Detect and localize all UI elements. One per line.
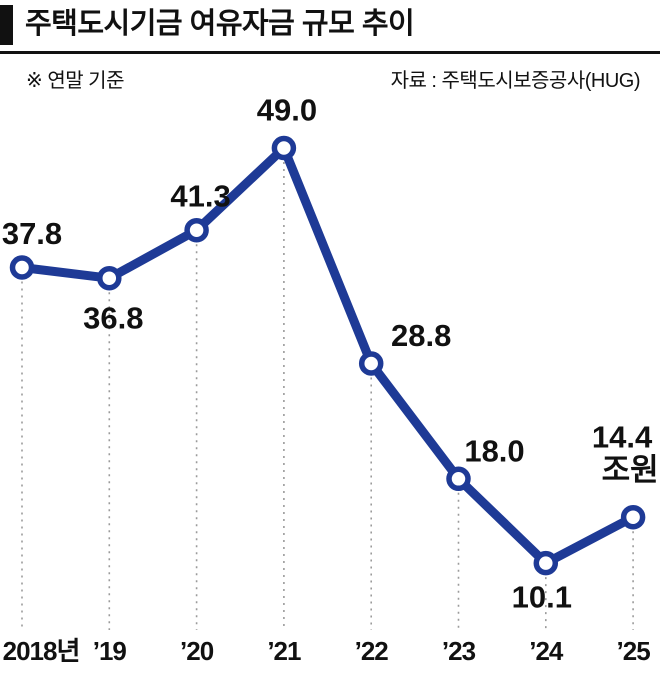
x-axis-label: ’19 xyxy=(93,636,127,666)
data-point xyxy=(271,135,297,161)
data-label: 36.8 xyxy=(83,301,143,336)
x-axis-label: ’25 xyxy=(617,636,651,666)
data-point xyxy=(184,217,209,243)
data-point xyxy=(9,255,35,280)
title-row: 주택도시기금 여유자금 규모 추이 xyxy=(0,5,660,45)
data-line xyxy=(17,143,638,568)
x-axis-label: ’20 xyxy=(180,636,214,666)
data-label: 28.8 xyxy=(391,318,451,353)
x-axis-label: ’22 xyxy=(355,636,389,666)
header: 주택도시기금 여유자금 규모 추이 ※ 연말 기준 자료 : 주택도시보증공사(… xyxy=(0,0,660,93)
data-point xyxy=(620,504,646,530)
data-label: 37.8 xyxy=(2,216,62,251)
meta-row: ※ 연말 기준 자료 : 주택도시보증공사(HUG) xyxy=(0,54,660,93)
title-accent-bar xyxy=(0,5,13,45)
unit-label: 조원 xyxy=(602,453,659,488)
source-note: 자료 : 주택도시보증공사(HUG) xyxy=(390,70,641,92)
data-point xyxy=(446,466,471,492)
x-axis-label: ’21 xyxy=(267,636,301,666)
data-point xyxy=(358,351,384,376)
x-axis-label: ’23 xyxy=(442,636,476,666)
data-point xyxy=(97,265,122,291)
data-label: 49.0 xyxy=(257,93,317,128)
page-title: 주택도시기금 여유자금 규모 추이 xyxy=(25,8,415,41)
data-label: 41.3 xyxy=(170,179,230,214)
data-label: 10.1 xyxy=(512,580,572,615)
data-label: 14.4 xyxy=(592,420,653,455)
data-label: 18.0 xyxy=(464,433,524,468)
basis-note: ※ 연말 기준 xyxy=(26,70,124,92)
x-axis-label: 2018년 xyxy=(3,636,80,666)
title-divider xyxy=(0,51,660,54)
data-point xyxy=(533,550,559,576)
x-axis-label: ’24 xyxy=(529,636,564,666)
